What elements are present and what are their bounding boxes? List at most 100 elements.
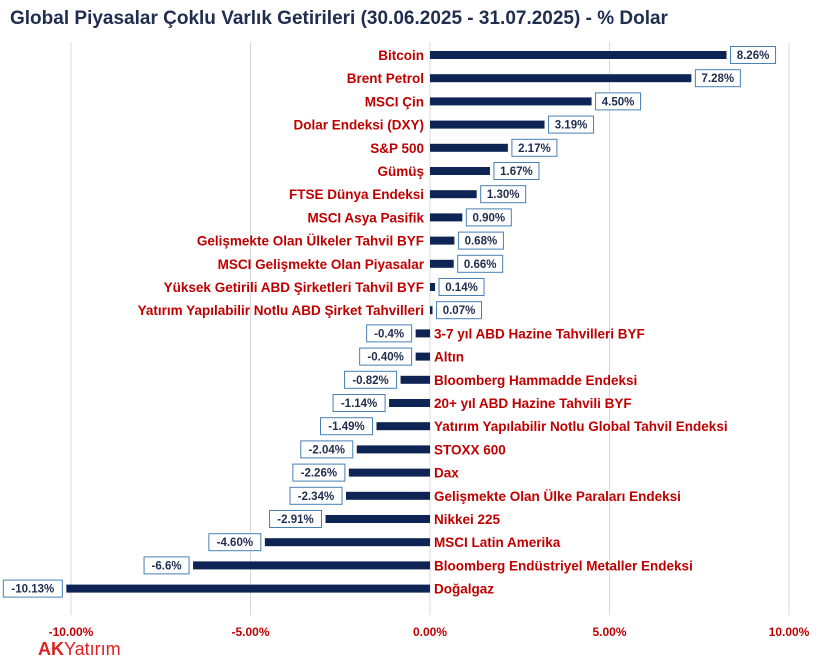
bar: [356, 445, 430, 454]
category-label: Dolar Endeksi (DXY): [293, 118, 424, 133]
value-label-box: [694, 69, 741, 88]
category-label: Nikkei 225: [434, 512, 501, 527]
value-label: -2.91%: [277, 514, 313, 526]
bar: [430, 143, 508, 152]
bar: [430, 74, 692, 83]
bar: [415, 352, 430, 361]
value-label: 0.66%: [464, 259, 497, 271]
value-label: 7.28%: [702, 73, 735, 85]
category-label: Yatırım Yapılabilir Notlu ABD Şirket Tah…: [138, 303, 424, 318]
value-label: -0.4%: [374, 328, 404, 340]
value-label: 0.14%: [445, 282, 478, 294]
value-label-box: [730, 46, 777, 64]
bar: [430, 51, 727, 59]
bar: [430, 120, 545, 129]
value-label: -2.34%: [298, 491, 334, 503]
value-label-box: [344, 370, 398, 389]
bar: [430, 306, 433, 315]
value-label-box: [548, 115, 595, 134]
value-label-box: [595, 92, 642, 111]
value-label: -0.40%: [367, 352, 403, 364]
category-labels: Bitcoin Brent Petrol MSCI Çin Dolar Endeksi…: [138, 48, 728, 597]
category-label: Gümüş: [377, 164, 424, 179]
akyatirim-logo: AKYatırım: [38, 640, 121, 658]
value-label-box: [511, 138, 558, 157]
value-label-box: [143, 556, 190, 575]
value-label: -2.04%: [309, 444, 345, 456]
bar: [348, 468, 430, 477]
value-label: -4.60%: [217, 537, 253, 549]
x-tick-label: -5.00%: [231, 625, 269, 639]
bar: [325, 515, 430, 523]
category-label: Yatırım Yapılabilir Notlu Global Tahvil …: [434, 419, 728, 434]
value-label: 8.26%: [737, 50, 770, 62]
x-tick-label: 10.00%: [769, 625, 810, 639]
x-tick-label: -10.00%: [49, 625, 94, 639]
value-label-box: [457, 254, 504, 273]
category-label: Brent Petrol: [347, 71, 424, 86]
category-label: Dax: [434, 466, 459, 481]
category-label: MSCI Latin Amerika: [434, 535, 561, 550]
bar: [430, 190, 477, 199]
bars: [66, 51, 727, 593]
x-axis-ticks: -10.00% -5.00% 0.00% 5.00% 10.00%: [49, 625, 810, 639]
bar: [389, 399, 430, 407]
value-label: 3.19%: [555, 120, 588, 132]
bar: [193, 561, 430, 570]
category-label: MSCI Asya Pasifik: [307, 210, 424, 225]
bar: [415, 329, 430, 338]
logo-yatirim: Yatırım: [64, 639, 121, 659]
bar: [376, 422, 430, 431]
value-label: -1.49%: [328, 421, 364, 433]
value-label-box: [366, 324, 413, 343]
value-label: 0.90%: [473, 212, 506, 224]
value-label-box: [289, 486, 343, 505]
value-label-box: [2, 579, 63, 598]
value-label-box: [300, 440, 354, 459]
category-label: 20+ yıl ABD Hazine Tahvili BYF: [434, 396, 632, 411]
value-label: -6.6%: [152, 560, 182, 572]
value-label-box: [465, 208, 512, 227]
category-label: FTSE Dünya Endeksi: [289, 187, 424, 202]
bar: [430, 167, 490, 175]
value-label-box: [438, 278, 485, 296]
value-label-box: [480, 185, 527, 204]
chart-title: Global Piyasalar Çoklu Varlık Getirileri…: [10, 8, 668, 29]
bar: [430, 259, 454, 268]
value-label: 0.07%: [443, 305, 476, 317]
value-label: -1.14%: [341, 398, 377, 410]
bar: [430, 97, 592, 106]
category-label: MSCI Çin: [365, 94, 424, 109]
value-label: 2.17%: [518, 143, 551, 155]
bar: [430, 213, 463, 222]
logo-ak: AK: [38, 639, 64, 659]
bar: [430, 283, 436, 291]
value-label-box: [457, 231, 504, 250]
bar: [264, 538, 430, 547]
value-label: 1.30%: [487, 189, 520, 201]
bar: [430, 236, 455, 245]
bar: [400, 375, 430, 384]
category-label: Gelişmekte Olan Ülke Paraları Endeksi: [434, 489, 681, 504]
value-label-box: [493, 162, 540, 180]
value-label-box: [436, 301, 483, 320]
value-label: 0.68%: [465, 236, 498, 248]
category-label: Bloomberg Endüstriyel Metaller Endeksi: [434, 558, 693, 573]
category-label: Yüksek Getirili ABD Şirketleri Tahvil BY…: [164, 280, 424, 295]
category-label: Bitcoin: [378, 48, 424, 63]
value-label-box: [320, 417, 374, 436]
value-label: -2.26%: [301, 468, 337, 480]
value-label: 1.67%: [500, 166, 533, 178]
value-label-box: [359, 347, 413, 366]
category-label: 3-7 yıl ABD Hazine Tahvilleri BYF: [434, 326, 645, 341]
value-label-box: [208, 533, 262, 552]
bar: [66, 584, 430, 593]
category-label: Altın: [434, 350, 464, 365]
value-label: 4.50%: [602, 96, 635, 108]
value-label: -0.82%: [352, 375, 388, 387]
value-label: -10.13%: [11, 584, 54, 596]
x-tick-label: 5.00%: [592, 625, 626, 639]
category-label: STOXX 600: [434, 442, 506, 457]
bar: [345, 491, 430, 500]
